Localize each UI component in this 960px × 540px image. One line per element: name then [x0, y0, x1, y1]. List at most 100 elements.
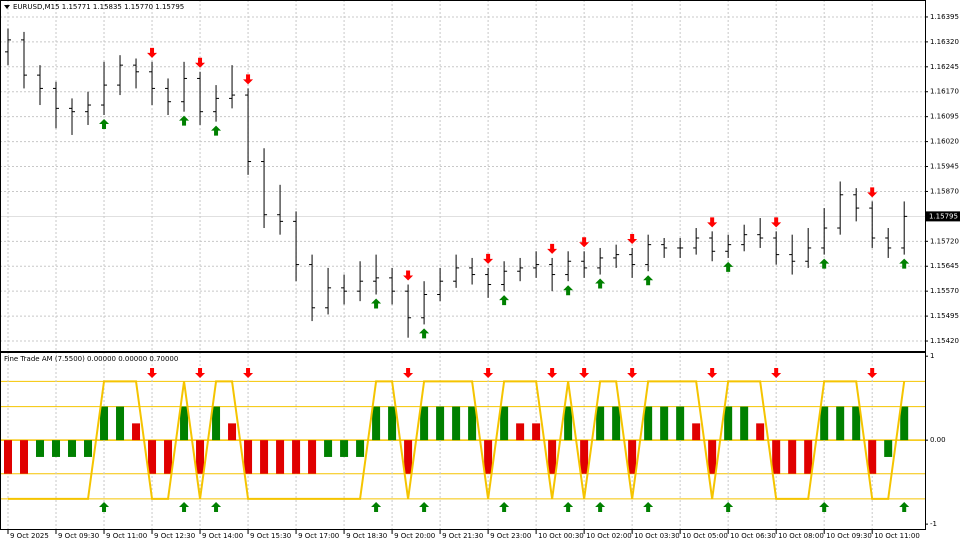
buy-arrow [179, 115, 190, 126]
y-tick-label: 1.16020 [930, 138, 959, 146]
x-tick-label: 9 Oct 17:00 [298, 532, 339, 540]
x-tick-label: 9 Oct 11:00 [106, 532, 147, 540]
x-tick-label: 9 Oct 18:30 [346, 532, 387, 540]
sell-arrow [403, 368, 414, 378]
x-tick-label: 10 Oct 05:00 [682, 532, 728, 540]
y-tick-label: 1.15720 [930, 237, 959, 245]
histogram-bar [324, 440, 333, 457]
x-tick-label: 10 Oct 08:00 [778, 532, 824, 540]
marks-layer [4, 28, 910, 512]
histogram-bar [372, 406, 381, 441]
sell-arrow [579, 237, 590, 248]
sell-arrow [195, 368, 206, 378]
histogram-bar [644, 406, 653, 441]
buy-arrow [211, 502, 222, 512]
histogram-bar [756, 423, 765, 441]
buy-arrow [563, 285, 574, 296]
sell-arrow [867, 187, 878, 198]
histogram-bar [148, 440, 157, 474]
y-tick-label: 1.16095 [930, 113, 959, 121]
histogram-bar [820, 406, 829, 441]
histogram-bar [340, 440, 349, 457]
sell-arrow [771, 217, 782, 228]
histogram-bar [404, 440, 413, 474]
sell-arrow [483, 253, 494, 264]
histogram-bar [260, 440, 269, 474]
buy-arrow [563, 502, 574, 512]
sell-arrow [195, 57, 206, 68]
histogram-bar [468, 406, 477, 441]
y-tick-label: 1.16320 [930, 38, 959, 46]
sell-arrow [243, 74, 254, 85]
buy-arrow [371, 298, 382, 309]
y-tick-label: 1.16395 [930, 13, 959, 21]
buy-arrow [419, 502, 430, 512]
buy-arrow [499, 295, 510, 306]
y-tick-label: 1.15570 [930, 287, 959, 295]
histogram-bar [164, 440, 173, 474]
buy-arrow [99, 502, 110, 512]
last-price-box [926, 211, 960, 222]
main-title: EURUSD,M15 1.15771 1.15835 1.15770 1.157… [13, 3, 184, 11]
y-tick-label: 1.15945 [930, 163, 959, 171]
histogram-bar [628, 440, 637, 474]
sell-arrow [147, 368, 158, 378]
x-tick-label: 9 Oct 09:30 [58, 532, 99, 540]
histogram-bar [676, 406, 685, 441]
histogram-bar [484, 440, 493, 474]
histogram-bar [452, 406, 461, 441]
histogram-bar [564, 406, 573, 441]
histogram-bar [244, 440, 253, 474]
histogram-bar [4, 440, 13, 474]
buy-arrow [371, 502, 382, 512]
x-tick-label: 10 Oct 11:00 [874, 532, 920, 540]
sell-arrow [771, 368, 782, 378]
histogram-bar [420, 406, 429, 441]
y-tick-label: 1.15645 [930, 262, 959, 270]
sell-arrow [403, 270, 414, 281]
buy-arrow [899, 502, 910, 512]
sell-arrow [627, 233, 638, 244]
histogram-bar [68, 440, 77, 457]
buy-arrow [595, 502, 606, 512]
buy-arrow [595, 278, 606, 289]
sell-arrow [547, 368, 558, 378]
x-tick-label: 10 Oct 03:30 [634, 532, 680, 540]
buy-arrow [99, 119, 110, 130]
buy-arrow [819, 258, 830, 269]
x-tick-label: 9 Oct 21:30 [442, 532, 483, 540]
sell-arrow [483, 368, 494, 378]
histogram-bar [708, 440, 717, 474]
indicator-pane-border [0, 352, 926, 530]
histogram-bar [212, 406, 221, 441]
histogram-bar [52, 440, 61, 457]
x-tick-label: 9 Oct 15:30 [250, 532, 291, 540]
histogram-bar [532, 423, 541, 441]
x-tick-label: 9 Oct 12:30 [154, 532, 195, 540]
histogram-bar [772, 440, 781, 474]
histogram-bar [884, 440, 893, 457]
buy-arrow [179, 502, 190, 512]
histogram-bar [276, 440, 285, 474]
histogram-bar [116, 406, 125, 441]
sell-arrow [147, 47, 158, 58]
signal-line [8, 380, 906, 500]
histogram-bar [180, 406, 189, 441]
x-tick-label: 10 Oct 00:30 [538, 532, 584, 540]
histogram-bar [84, 440, 93, 457]
histogram-bar [660, 406, 669, 441]
histogram-bar [292, 440, 301, 474]
symbol-menu-icon[interactable] [4, 5, 10, 9]
y-tick-label: 1 [930, 352, 934, 360]
histogram-bar [580, 440, 589, 474]
histogram-bar [852, 406, 861, 441]
buy-arrow [211, 125, 222, 136]
histogram-bar [612, 406, 621, 441]
histogram-bar [868, 440, 877, 474]
sell-arrow [867, 368, 878, 378]
buy-arrow [643, 502, 654, 512]
histogram-bar [692, 423, 701, 441]
histogram-bar [20, 440, 29, 474]
histogram-bar [724, 406, 733, 441]
